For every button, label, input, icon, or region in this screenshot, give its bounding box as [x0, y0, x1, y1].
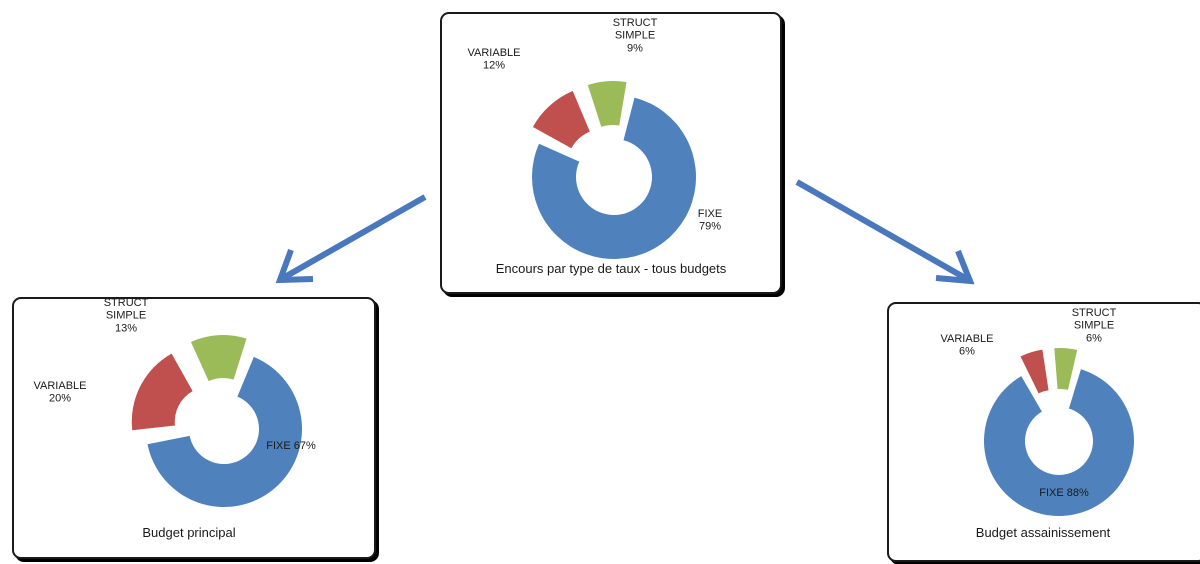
donut-slice-struct-simple [587, 81, 627, 127]
data-label-fixe: FIXE 67% [266, 440, 316, 452]
donut-slice-variable [131, 353, 193, 431]
data-label-variable: VARIABLE 6% [941, 333, 994, 358]
donut-slice-variable [1020, 349, 1049, 394]
donut-chart-budget-assainissement: FIXE 88% VARIABLE 6% STRUCT SIMPLE 6% [941, 307, 1134, 516]
arrow-to-budget-principal [275, 194, 427, 284]
donut-slice-fixe [532, 97, 696, 259]
donut-slice-fixe [147, 356, 302, 507]
donut-chart-budget-principal: FIXE 67% VARIABLE 20% STRUCT SIMPLE 13% [34, 297, 316, 507]
chart-panel-all-budgets: FIXE 79% VARIABLE 12% STRUCT SIMPLE 9% Encours… [440, 12, 782, 294]
chart-panel-budget-principal: FIXE 67% VARIABLE 20% STRUCT SIMPLE 13% Budge… [12, 297, 376, 559]
chart-title-all-budgets: Encours par type de taux - tous budgets [495, 261, 727, 276]
donut-slice-fixe [984, 369, 1134, 516]
data-label-variable: VARIABLE 20% [34, 380, 87, 405]
data-label-fixe: FIXE 88% [1039, 487, 1089, 499]
donut-slice-struct-simple [190, 335, 247, 382]
data-label-struct-simple: STRUCT SIMPLE 9% [613, 17, 658, 54]
chart-title-budget-principal: Budget principal [142, 525, 236, 540]
chart-panel-budget-assainissement: FIXE 88% VARIABLE 6% STRUCT SIMPLE 6% Budget … [887, 302, 1200, 562]
arrow-to-budget-assainissement [795, 179, 975, 285]
data-label-struct-simple: STRUCT SIMPLE 6% [1072, 307, 1117, 344]
data-label-fixe: FIXE 79% [698, 208, 722, 233]
donut-slice-struct-simple [1054, 348, 1078, 390]
data-label-struct-simple: STRUCT SIMPLE 13% [104, 297, 149, 334]
chart-title-budget-assainissement: Budget assainissement [975, 525, 1111, 540]
donut-slice-variable [532, 91, 590, 149]
donut-chart-all-budgets: FIXE 79% VARIABLE 12% STRUCT SIMPLE 9% [468, 17, 722, 259]
data-label-variable: VARIABLE 12% [468, 47, 521, 72]
